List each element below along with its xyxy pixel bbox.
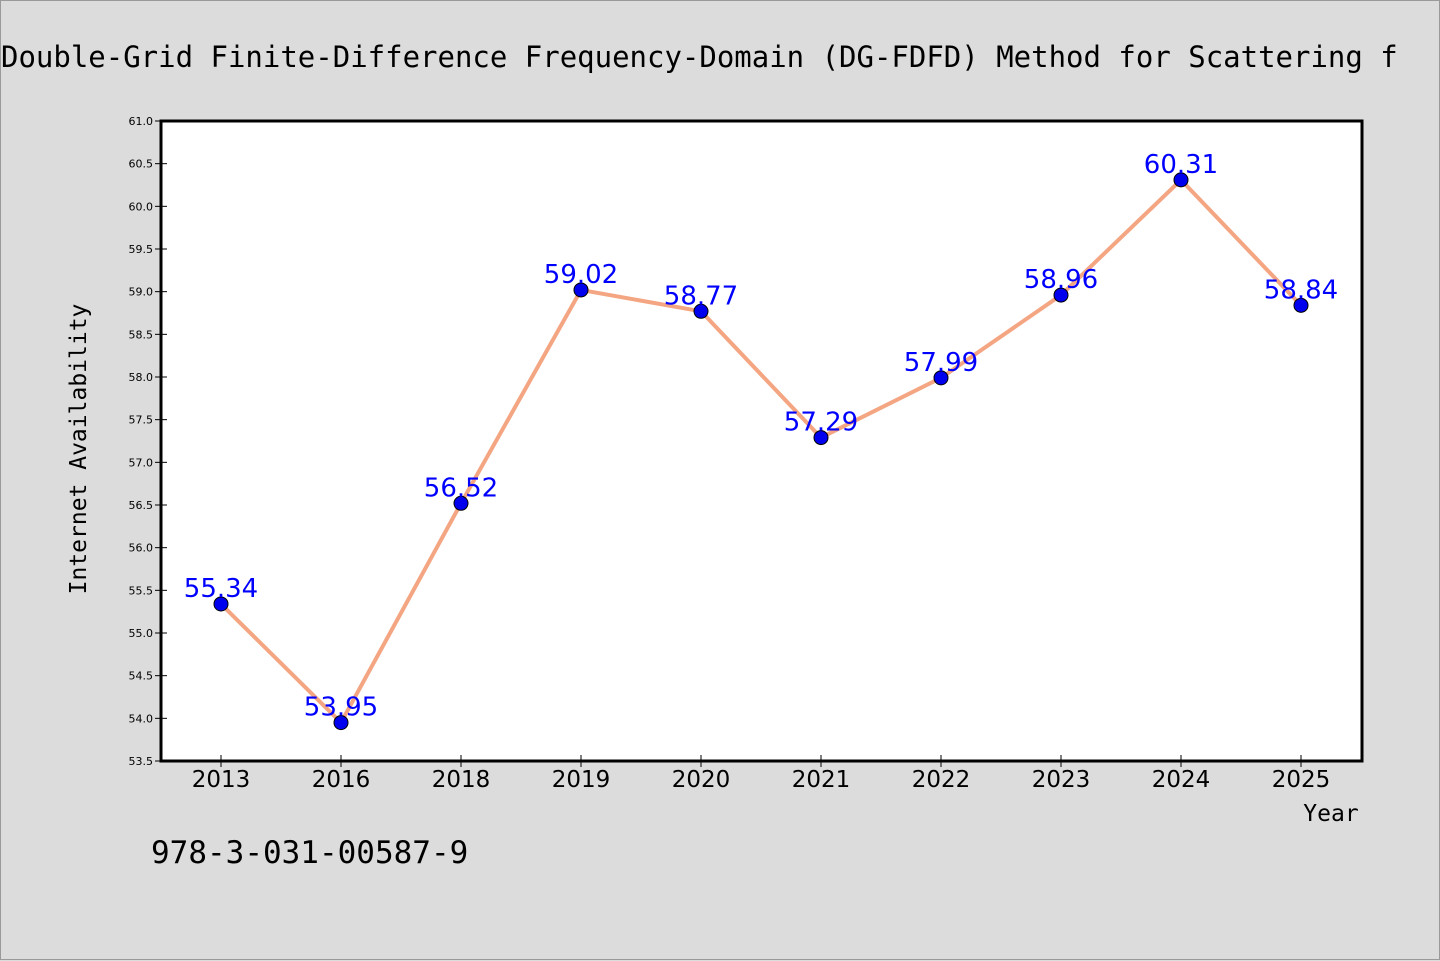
data-label: 58.84: [1264, 275, 1338, 305]
data-label: 53.95: [304, 693, 378, 723]
y-tick-label: 54.0: [129, 712, 154, 725]
y-tick-label: 56.5: [129, 499, 154, 512]
data-point: [333, 715, 349, 731]
x-tick-label: 2025: [1272, 767, 1331, 793]
data-label: 55.34: [184, 574, 258, 604]
y-tick-label: 54.5: [129, 670, 154, 683]
data-label: 58.77: [664, 281, 738, 311]
data-point: [1053, 287, 1069, 303]
y-tick-label: 55.5: [129, 584, 154, 597]
y-tick-label: 61.0: [129, 115, 154, 128]
y-tick-label: 56.0: [129, 542, 154, 555]
plot-area: [159, 119, 1364, 763]
data-point: [693, 303, 709, 319]
y-tick-label: 59.5: [129, 243, 154, 256]
data-label: 57.99: [904, 348, 978, 378]
isbn-footer: 978-3-031-00587-9: [151, 835, 469, 871]
series-line: [219, 177, 1303, 725]
y-axis: 53.5 54.0 54.5 55.0 55.5 56.0 56.5 57.0 57.5 58.0…: [129, 115, 167, 768]
y-tick-label: 60.0: [129, 200, 154, 213]
data-point: [1293, 297, 1309, 313]
y-tick-label: 59.0: [129, 286, 154, 299]
data-point: [1173, 172, 1189, 188]
x-tick-label: 2023: [1032, 767, 1091, 793]
x-tick-label: 2020: [672, 767, 731, 793]
x-tick-label: 2019: [552, 767, 611, 793]
data-point: [933, 370, 949, 386]
data-label: 60.31: [1144, 150, 1218, 180]
y-tick-label: 55.0: [129, 627, 154, 640]
y-tick-label: 53.5: [129, 755, 154, 768]
x-tick-label: 2016: [312, 767, 371, 793]
y-axis-label: Internet Availability: [66, 304, 92, 595]
x-tick-label: 2024: [1152, 767, 1211, 793]
y-tick-label: 58.0: [129, 371, 154, 384]
x-tick-label: 2018: [432, 767, 491, 793]
data-label: 59.02: [544, 260, 618, 290]
chart-title: Double-Grid Finite-Difference Frequency-…: [1, 40, 1398, 74]
data-points: [213, 172, 1309, 731]
x-tick-label: 2021: [792, 767, 851, 793]
y-tick-label: 57.5: [129, 414, 154, 427]
x-axis-label: Year: [1303, 801, 1358, 827]
data-point: [813, 430, 829, 446]
x-tick-label: 2013: [192, 767, 251, 793]
data-point: [213, 596, 229, 612]
x-tick-label: 2022: [912, 767, 971, 793]
data-point: [453, 495, 469, 511]
series-line-group: [219, 177, 1303, 725]
data-label: 56.52: [424, 473, 498, 503]
y-tick-label: 60.5: [129, 158, 154, 171]
y-tick-label: 58.5: [129, 328, 154, 341]
x-axis: 2013 2016 2018 2019 2020 2021 2022 2023 2024 2025: [192, 755, 1331, 793]
data-labels: 55.34 53.95 56.52 59.02 58.77 57.29 57.99 58.96…: [184, 150, 1338, 723]
data-label: 57.29: [784, 408, 858, 438]
data-point: [573, 282, 589, 298]
y-tick-label: 57.0: [129, 456, 154, 469]
data-label: 58.96: [1024, 265, 1098, 295]
